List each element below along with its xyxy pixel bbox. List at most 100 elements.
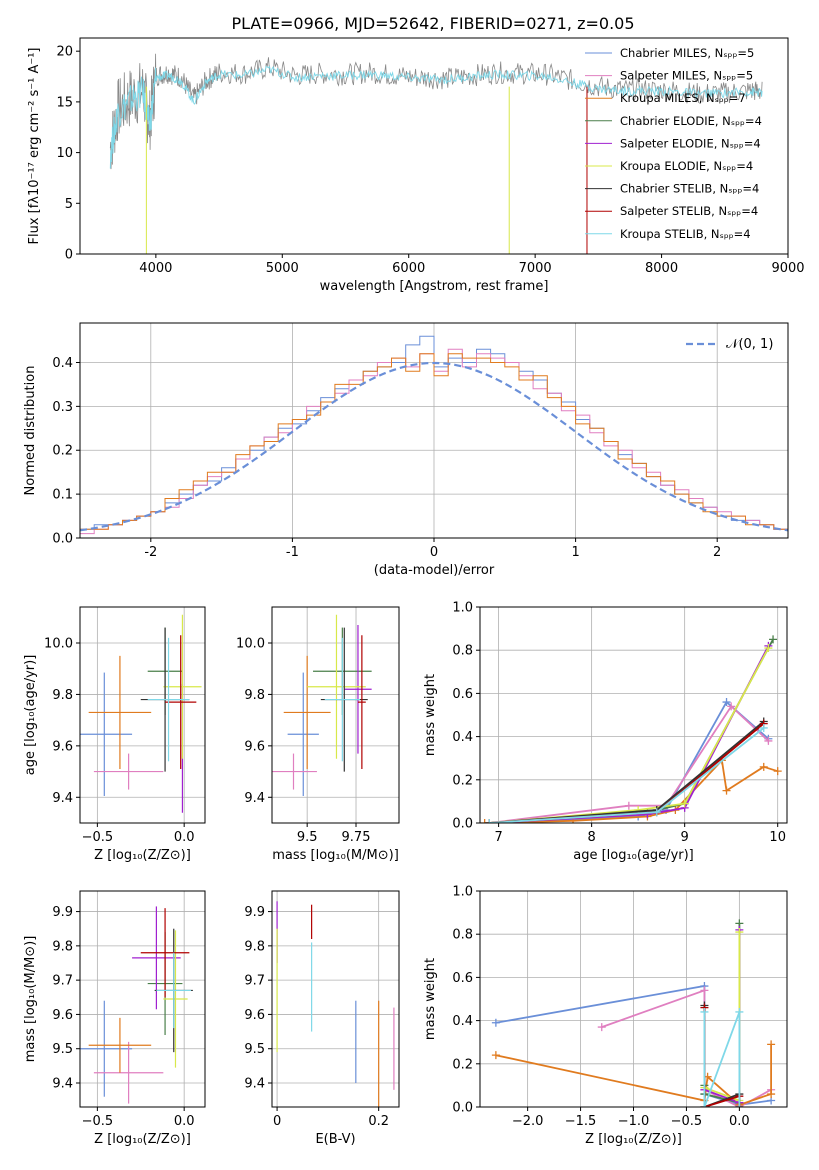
residuals-y-tick-label: 0.4: [52, 356, 73, 371]
residuals-x-tick-label: -2: [144, 545, 157, 560]
massweight-vs-Z-y-tick-label: 0.6: [452, 971, 473, 986]
age-vs-mass-x-label: mass [log₁₀(M/M⊙)]: [272, 848, 399, 863]
massweight-vs-age-y-tick-label: 1.0: [452, 601, 473, 616]
legend-entry: Chabrier STELIB, Nₛₚₚ=4: [620, 182, 759, 196]
age-vs-Z-axes: −0.5 0.0 9.4 9.6 9.8 10.0: [44, 607, 205, 845]
mass-vs-EBV-plot-area: [272, 891, 399, 1107]
mass-vs-Z-axes: −0.5 0.0 9.4 9.5 9.6 9.7 9.8 9.9: [52, 891, 205, 1129]
massweight-vs-Z-marks: [491, 919, 776, 1107]
residuals-y-tick-label: 0.1: [52, 488, 73, 503]
age-vs-Z-marks: [80, 614, 202, 813]
legend-entry: Salpeter MILES, Nₛₚₚ=5: [620, 69, 753, 83]
legend-entry: Kroupa STELIB, Nₛₚₚ=4: [620, 227, 751, 241]
massweight-point: [491, 1018, 500, 1027]
age-vs-mass-plot-area: [272, 607, 399, 823]
spectrum-y-tick-label: 15: [56, 95, 73, 110]
massweight-point: [722, 786, 731, 795]
massweight-point: [597, 1023, 606, 1032]
age-vs-mass-x-tick-label: 9.75: [342, 830, 371, 845]
massweight-vs-age-y-tick-label: 0.6: [452, 687, 473, 702]
mass-vs-EBV-y-tick-label: 9.7: [244, 974, 265, 989]
legend-entry: Chabrier ELODIE, Nₛₚₚ=4: [620, 114, 762, 128]
mass-vs-EBV-y-tick-label: 9.5: [244, 1042, 265, 1057]
spectrum-y-tick-label: 0: [65, 248, 73, 263]
spectrum-series-model: [109, 65, 763, 169]
spectrum-y-tick-label: 10: [56, 146, 73, 161]
residuals-x-tick-label: -1: [286, 545, 299, 560]
residuals-legend: 𝒩(0, 1): [686, 337, 773, 352]
mass-vs-EBV-y-tick-label: 9.8: [244, 939, 265, 954]
age-vs-Z-y-label: age [log₁₀(age/yr)]: [23, 655, 38, 776]
spectrum-x-tick-label: 8000: [645, 261, 678, 276]
massweight-point: [769, 635, 778, 644]
residuals-y-label: Normed distribution: [23, 366, 38, 496]
massweight-point: [480, 819, 489, 823]
mass-vs-EBV-x-label: E(B-V): [315, 1132, 355, 1147]
age-vs-Z-x-tick-label: 0.0: [174, 830, 195, 845]
spectrum-marks: [109, 53, 763, 254]
mass-vs-Z-marks: [80, 906, 193, 1104]
massweight-vs-age-x-tick-label: 7: [494, 830, 502, 845]
mass-vs-Z-x-label: Z [log₁₀(Z/Z⊙)]: [94, 1132, 191, 1147]
age-vs-mass-y-tick-label: 9.4: [244, 791, 265, 806]
massweight-vs-age-y-tick-label: 0.4: [452, 730, 473, 745]
massweight-vs-Z-x-tick-label: −2.0: [512, 1114, 544, 1129]
mass-vs-EBV-y-tick-label: 9.6: [244, 1008, 265, 1023]
massweight-vs-age-y-tick-label: 0.0: [452, 817, 473, 832]
spectrum-x-tick-label: 9000: [771, 261, 804, 276]
massweight-point: [735, 1007, 744, 1016]
legend-entry: Salpeter ELODIE, Nₛₚₚ=4: [620, 136, 761, 150]
normal-curve: [80, 361, 788, 532]
residuals-x-tick-label: 2: [713, 545, 721, 560]
massweight-vs-Z-x-label: Z [log₁₀(Z/Z⊙)]: [585, 1132, 682, 1147]
massweight-point: [767, 1090, 776, 1099]
age-vs-mass-x-tick-label: 9.5: [297, 830, 318, 845]
massweight-point: [643, 810, 652, 819]
massweight-point: [485, 819, 494, 823]
massweight-vs-Z-frame: [479, 890, 788, 1108]
massweight-vs-Z-x-tick-label: −1.0: [618, 1114, 650, 1129]
massweight-vs-age-y-tick-label: 0.2: [452, 773, 473, 788]
massweight-vs-Z-x-tick-label: 0.0: [729, 1114, 750, 1129]
residuals-x-tick-label: 1: [571, 545, 579, 560]
massweight-vs-age-x-tick-label: 10: [769, 830, 786, 845]
residuals-y-tick-label: 0.3: [52, 400, 73, 415]
spectrum-y-tick-label: 5: [65, 197, 73, 212]
age-vs-mass-y-tick-label: 9.6: [244, 739, 265, 754]
mass-vs-EBV-y-tick-label: 9.4: [244, 1077, 265, 1092]
massweight-vs-age-frame: [479, 606, 788, 824]
mass-vs-Z-y-tick-label: 9.4: [52, 1077, 73, 1092]
age-vs-mass-y-tick-label: 9.8: [244, 688, 265, 703]
mass-vs-Z-frame: [79, 890, 206, 1108]
residuals-x-label: (data-model)/error: [374, 563, 495, 578]
massweight-point: [652, 808, 661, 817]
massweight-point: [764, 644, 773, 653]
massweight-line-Kroupa MILES: [495, 1044, 772, 1106]
figure-title: PLATE=0966, MJD=52642, FIBERID=0271, z=0…: [231, 14, 634, 33]
massweight-point: [764, 736, 773, 745]
mass-vs-EBV-frame: [271, 890, 400, 1108]
massweight-vs-age-y-tick-label: 0.8: [452, 644, 473, 659]
massweight-vs-Z-y-tick-label: 0.8: [452, 928, 473, 943]
age-vs-Z-y-tick-label: 9.4: [52, 791, 73, 806]
massweight-point: [624, 801, 633, 810]
massweight-vs-Z-y-tick-label: 1.0: [452, 885, 473, 900]
residuals-frame: [79, 322, 789, 539]
spectrum-series-data: [109, 53, 763, 170]
massweight-point: [491, 1051, 500, 1060]
mass-vs-Z-y-tick-label: 9.7: [52, 974, 73, 989]
massweight-vs-Z-y-label: mass weight: [423, 958, 438, 1040]
mass-vs-Z-y-tick-label: 9.8: [52, 939, 73, 954]
legend-entry: Salpeter STELIB, Nₛₚₚ=4: [620, 204, 758, 218]
massweight-vs-Z-y-tick-label: 0.2: [452, 1057, 473, 1072]
residuals-x-tick-label: 0: [430, 545, 438, 560]
age-vs-mass-frame: [271, 606, 400, 824]
spectrum-axes: 4000 5000 6000 7000 8000 9000 0 5 10 15 20: [56, 38, 805, 276]
spectrum-plot-area: [80, 38, 788, 254]
massweight-point: [727, 702, 736, 711]
massweight-vs-Z-axes: −2.0 −1.5 −1.0 −0.5 0.0 0.0 0.2 0.4 0.6 0.8 1.0: [452, 885, 787, 1129]
residuals-y-tick-label: 0.0: [52, 532, 73, 547]
legend-entry: Chabrier MILES, Nₛₚₚ=5: [620, 46, 754, 60]
massweight-point: [700, 1007, 709, 1016]
spectrum-frame: [79, 37, 789, 255]
